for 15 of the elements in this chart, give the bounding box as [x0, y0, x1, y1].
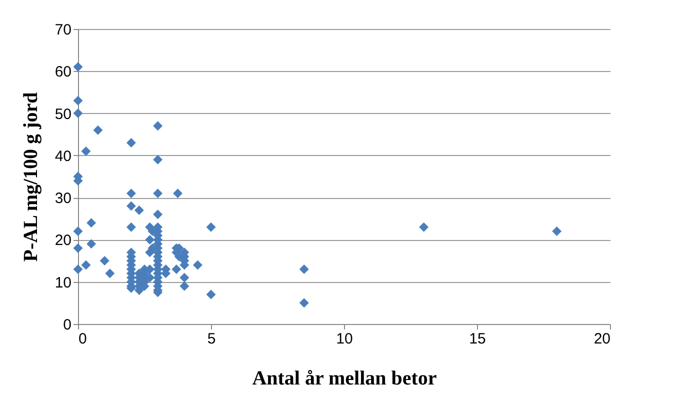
- x-axis-title: Antal år mellan betor: [252, 368, 437, 390]
- x-tick-label: 5: [207, 330, 216, 348]
- y-tick-label: 0: [63, 316, 72, 334]
- x-tick-label: 0: [78, 330, 87, 348]
- y-tick-label: 30: [54, 190, 72, 208]
- y-tick-label: 60: [54, 64, 72, 81]
- x-tick-label: 20: [594, 330, 610, 348]
- y-tick-label: 50: [54, 106, 72, 123]
- x-tick-label: 10: [336, 330, 353, 348]
- y-tick-label: 20: [54, 232, 72, 250]
- y-tick-label: 70: [54, 22, 72, 38]
- y-axis-title: P-AL mg/100 g jord: [20, 92, 42, 262]
- y-tick-label: 40: [54, 148, 72, 165]
- x-tick-label: 15: [469, 330, 486, 348]
- y-tick-label: 10: [54, 274, 72, 292]
